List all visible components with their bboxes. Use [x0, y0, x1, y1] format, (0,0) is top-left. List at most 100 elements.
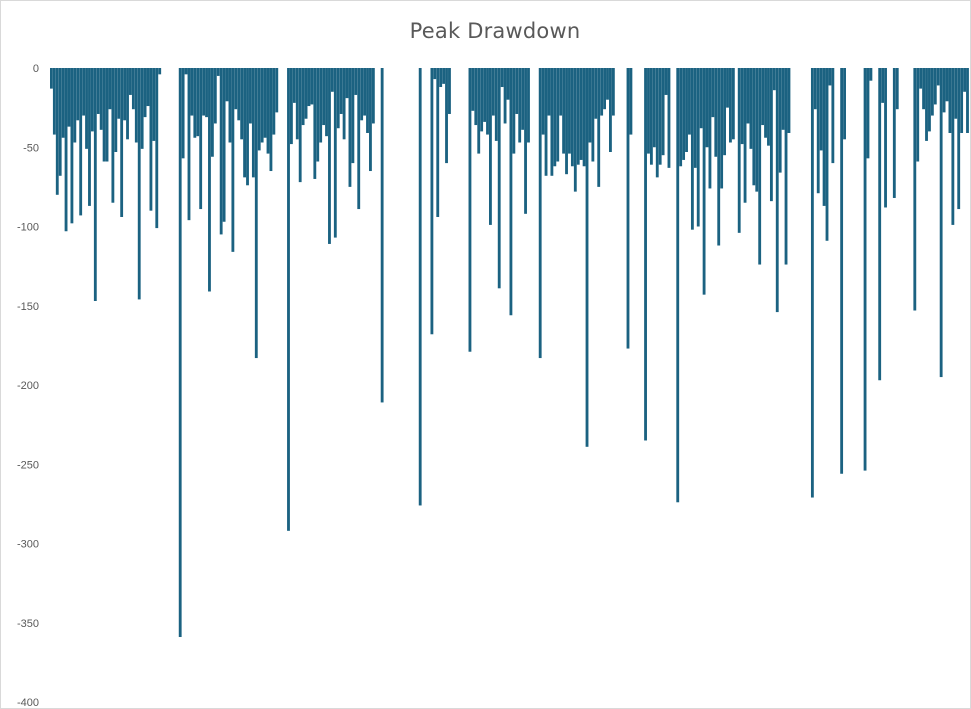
drawdown-bar: [919, 68, 923, 89]
y-tick-label: -50: [23, 142, 39, 154]
drawdown-bar: [336, 68, 340, 129]
drawdown-bar: [231, 68, 235, 252]
drawdown-bar: [591, 68, 595, 162]
drawdown-bar: [585, 68, 589, 447]
drawdown-bar: [761, 68, 765, 126]
drawdown-bar: [813, 68, 817, 110]
drawdown-bar: [945, 68, 949, 102]
drawdown-bar: [310, 68, 314, 105]
drawdown-bar: [928, 68, 931, 132]
drawdown-bar: [559, 68, 563, 116]
drawdown-bar: [304, 68, 308, 119]
drawdown-bar: [483, 68, 486, 122]
drawdown-bar: [726, 68, 729, 108]
drawdown-bar: [544, 68, 548, 176]
drawdown-bar: [930, 68, 934, 116]
drawdown-bar: [816, 68, 820, 194]
drawdown-bar: [105, 68, 109, 162]
drawdown-bar: [597, 68, 601, 187]
drawdown-bar: [289, 68, 293, 145]
drawdown-bar: [717, 68, 721, 246]
drawdown-bar: [702, 68, 706, 295]
drawdown-bar: [538, 68, 542, 359]
y-tick-label: -200: [17, 380, 39, 392]
drawdown-bar: [319, 68, 323, 143]
drawdown-bar: [126, 68, 129, 140]
drawdown-bar: [354, 68, 358, 95]
drawdown-bar: [114, 68, 118, 152]
drawdown-bar: [752, 68, 756, 186]
drawdown-bar: [213, 68, 217, 124]
drawdown-bar: [644, 68, 647, 441]
drawdown-bar: [594, 68, 598, 119]
drawdown-bar: [64, 68, 68, 232]
drawdown-bar: [474, 68, 478, 126]
y-tick-label: -150: [17, 301, 39, 313]
drawdown-bar: [497, 68, 501, 289]
drawdown-bar: [568, 68, 571, 154]
drawdown-bar: [749, 68, 753, 149]
drawdown-bar: [325, 68, 328, 137]
drawdown-bar: [146, 68, 150, 107]
drawdown-bar: [76, 68, 80, 121]
drawdown-bar: [603, 68, 606, 110]
drawdown-bar: [134, 68, 138, 143]
drawdown-bar: [699, 68, 703, 129]
drawdown-bar: [541, 68, 545, 135]
drawdown-bar: [471, 68, 475, 111]
drawdown-bar: [527, 68, 530, 143]
drawdown-bar: [366, 68, 369, 133]
drawdown-bar: [913, 68, 917, 311]
drawdown-bar: [524, 68, 527, 214]
drawdown-bar: [298, 68, 302, 183]
drawdown-bar: [249, 68, 252, 124]
drawdown-bar: [380, 68, 384, 403]
drawdown-bar: [550, 68, 554, 176]
drawdown-bar: [626, 68, 630, 349]
drawdown-bar: [863, 68, 867, 471]
chart-title: Peak Drawdown: [409, 19, 581, 43]
drawdown-bar: [181, 68, 185, 159]
drawdown-bar: [509, 68, 513, 316]
drawdown-bar: [714, 68, 718, 157]
drawdown-bar: [272, 68, 276, 135]
drawdown-bar: [202, 68, 206, 116]
drawdown-bar: [489, 68, 492, 225]
drawdown-bar: [553, 68, 557, 167]
drawdown-bar: [208, 68, 211, 292]
drawdown-bar: [951, 68, 955, 225]
drawdown-bar: [418, 68, 422, 506]
drawdown-bar: [178, 68, 182, 638]
drawdown-bar: [503, 68, 507, 124]
drawdown-bar: [108, 68, 112, 110]
drawdown-bar: [512, 68, 516, 154]
drawdown-bar: [705, 68, 709, 148]
drawdown-bar: [769, 68, 773, 202]
drawdown-bar: [486, 68, 489, 135]
drawdown-bar: [743, 68, 747, 203]
drawdown-bar: [963, 68, 966, 92]
drawdown-bar: [582, 68, 586, 167]
drawdown-bar: [88, 68, 91, 206]
drawdown-bar: [263, 68, 267, 138]
drawdown-bar: [647, 68, 650, 154]
drawdown-bar: [254, 68, 258, 359]
drawdown-bar: [292, 68, 296, 103]
drawdown-bar: [240, 68, 244, 140]
drawdown-bar: [881, 68, 885, 103]
drawdown-bar: [723, 68, 726, 156]
drawdown-bar: [79, 68, 83, 216]
drawdown-bar: [655, 68, 659, 178]
drawdown-bar: [966, 68, 969, 133]
drawdown-bar: [767, 68, 770, 146]
drawdown-bar: [137, 68, 141, 300]
drawdown-bar: [576, 68, 580, 165]
drawdown-bar: [600, 68, 604, 116]
drawdown-bar: [925, 68, 928, 141]
drawdown-bar: [775, 68, 779, 313]
drawdown-bar: [737, 68, 741, 233]
drawdown-bar: [948, 68, 952, 133]
drawdown-bar: [348, 68, 352, 187]
drawdown-bar: [480, 68, 484, 132]
